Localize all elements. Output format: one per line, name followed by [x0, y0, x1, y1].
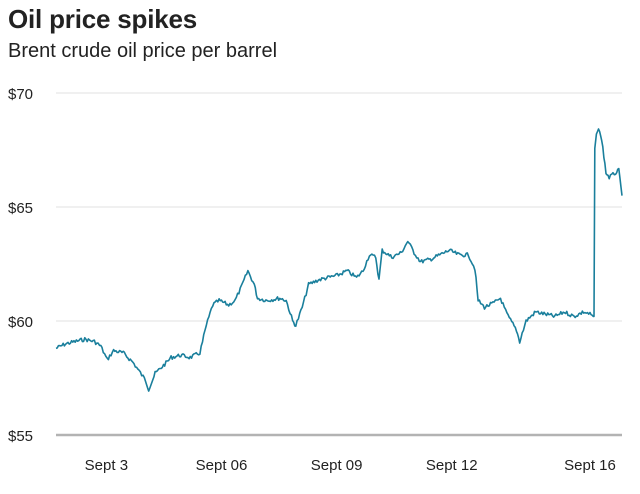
x-tick-label: Sept 09 — [311, 457, 363, 474]
series-line — [55, 128, 623, 392]
grid-lines — [56, 92, 622, 437]
y-tick-label: $65 — [8, 200, 33, 217]
series-group — [55, 128, 623, 392]
x-tick-label: Sept 12 — [426, 457, 478, 474]
y-tick-label: $60 — [8, 314, 33, 331]
x-tick-labels: Sept 3 Sept 06 Sept 09 Sept 12 Sept 16 — [85, 457, 616, 474]
y-tick-label: $55 — [8, 428, 33, 445]
x-tick-label: Sept 3 — [85, 457, 128, 474]
x-tick-label: Sept 16 — [564, 457, 616, 474]
y-tick-label: $70 — [8, 86, 33, 103]
chart-subtitle: Brent crude oil price per barrel — [8, 40, 278, 62]
x-tick-label: Sept 06 — [196, 457, 248, 474]
y-tick-labels: $55 $60 $65 $70 — [8, 86, 33, 445]
chart-title: Oil price spikes — [8, 4, 198, 34]
